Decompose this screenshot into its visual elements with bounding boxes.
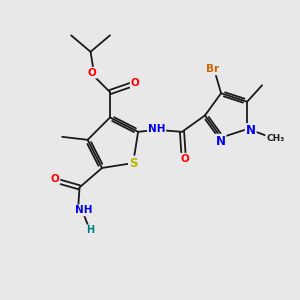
Text: NH: NH <box>148 124 165 134</box>
Text: H: H <box>86 225 94 236</box>
Text: O: O <box>181 154 189 164</box>
Text: O: O <box>131 78 140 88</box>
Text: O: O <box>88 68 96 78</box>
Text: O: O <box>51 174 59 184</box>
Text: N: N <box>215 135 226 148</box>
Text: Br: Br <box>206 64 219 74</box>
Text: S: S <box>129 157 137 169</box>
Text: NH: NH <box>75 206 92 215</box>
Text: N: N <box>246 124 256 137</box>
Text: CH₃: CH₃ <box>266 134 284 143</box>
